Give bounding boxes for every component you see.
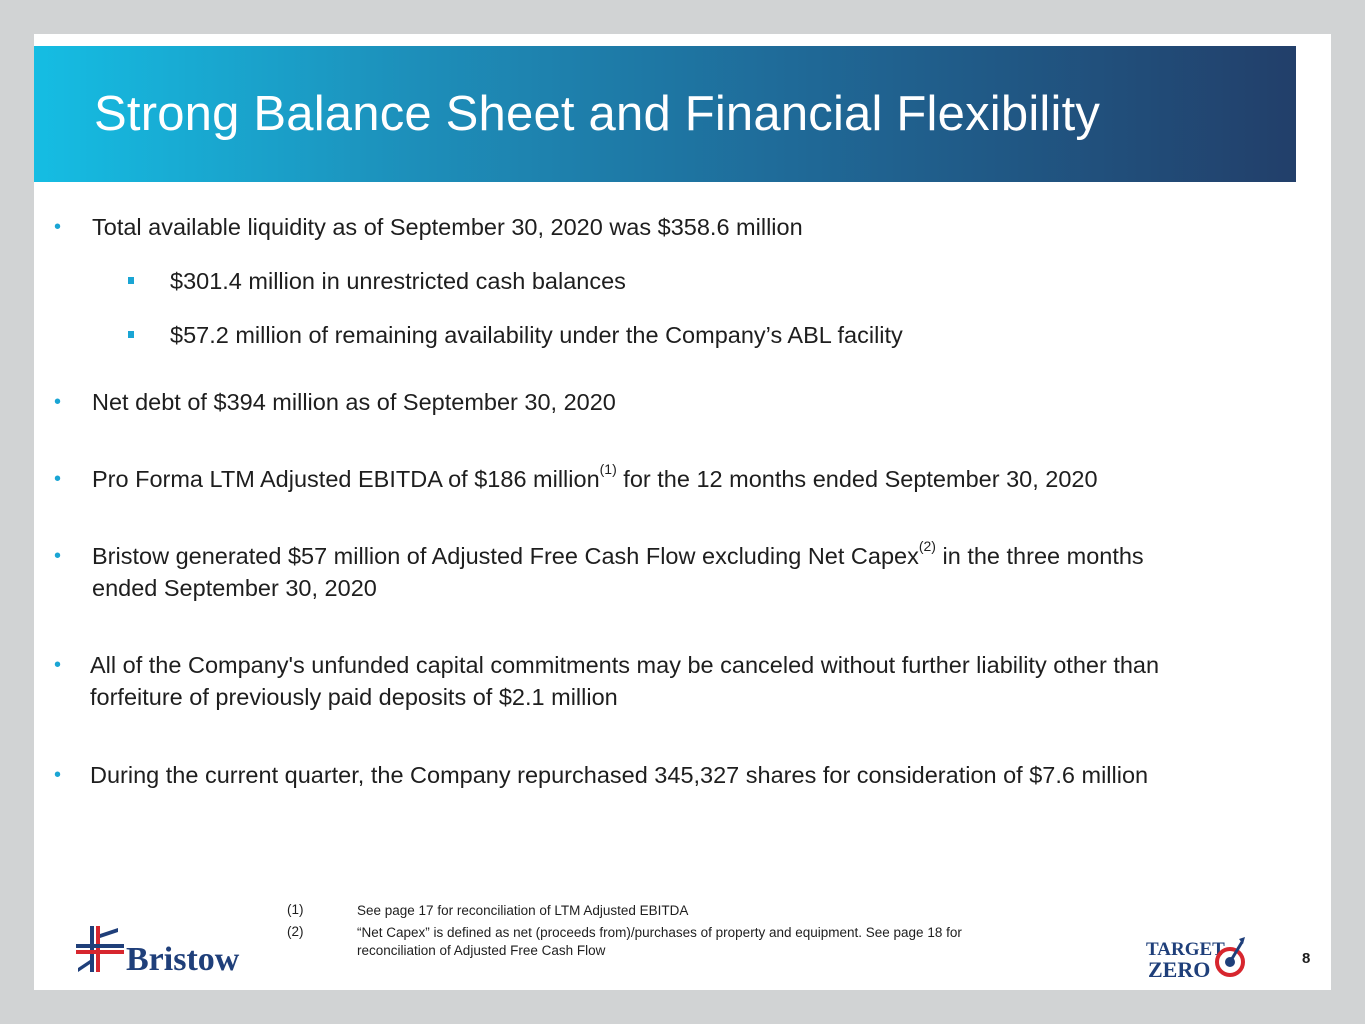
bullet-dot-icon: •	[54, 391, 62, 413]
bullet-dot-icon: •	[54, 216, 62, 238]
square-bullet-icon	[128, 277, 134, 284]
bristow-logo: Bristow	[76, 924, 258, 983]
bullet-dot-icon: •	[54, 764, 62, 786]
bullet-dot-icon: •	[54, 468, 62, 490]
svg-text:TARGET: TARGET	[1146, 939, 1225, 960]
bullet-text: $301.4 million in unrestricted cash bala…	[170, 268, 626, 294]
bullet-text: Net debt of $394 million as of September…	[92, 389, 616, 415]
bristow-logo-icon: Bristow	[76, 926, 240, 978]
bullet-text: Pro Forma LTM Adjusted EBITDA of $186 mi…	[92, 461, 1098, 492]
bullet-dot-icon: •	[54, 654, 62, 676]
slide: Strong Balance Sheet and Financial Flexi…	[34, 34, 1331, 990]
bullet-text: Bristow generated $57 million of Adjuste…	[92, 538, 1144, 569]
bullet-text: $57.2 million of remaining availability …	[170, 322, 903, 348]
svg-text:Bristow: Bristow	[126, 941, 240, 978]
square-bullet-icon	[128, 331, 134, 338]
svg-text:ZERO: ZERO	[1148, 957, 1210, 980]
footnote-ref: (2)	[918, 538, 936, 554]
bullet-dot-icon: •	[54, 545, 62, 567]
bullet-text: All of the Company's unfunded capital co…	[90, 652, 1160, 678]
page-number: 8	[1302, 950, 1311, 967]
page-title: Strong Balance Sheet and Financial Flexi…	[94, 87, 1101, 141]
bullet-text-line2: ended September 30, 2020	[92, 575, 377, 601]
bullet-text-line2: forfeiture of previously paid deposits o…	[90, 684, 618, 710]
target-zero-logo: TARGET ZERO	[1146, 936, 1246, 985]
footnote-ref: (1)	[599, 461, 617, 477]
title-band: Strong Balance Sheet and Financial Flexi…	[34, 46, 1296, 182]
target-zero-icon: TARGET ZERO	[1146, 937, 1245, 982]
bullet-text: During the current quarter, the Company …	[90, 762, 1149, 788]
bullet-text: Total available liquidity as of Septembe…	[92, 214, 803, 240]
